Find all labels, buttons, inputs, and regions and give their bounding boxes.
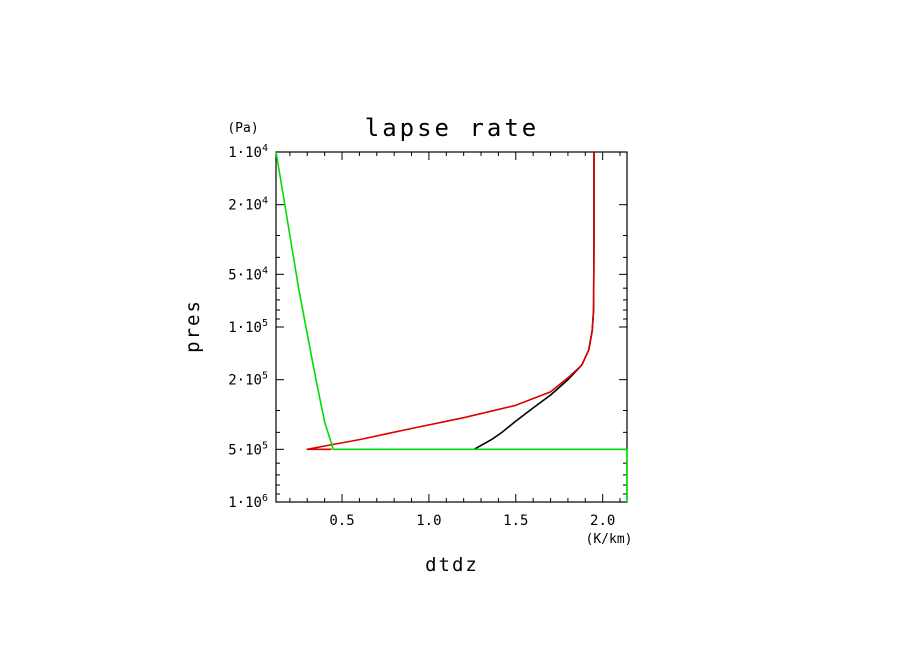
chart-title: lapse rate bbox=[365, 114, 540, 142]
series-line-1 bbox=[473, 152, 595, 450]
x-unit-label: (K/km) bbox=[586, 532, 633, 547]
x-tick-label: 2.0 bbox=[590, 513, 615, 529]
x-tick-label: 1.5 bbox=[503, 513, 528, 529]
y-tick-label: 2·105 bbox=[228, 371, 268, 389]
y-axis-label: pres bbox=[182, 299, 204, 353]
y-tick-label: 1·104 bbox=[228, 143, 268, 161]
series-line-2 bbox=[306, 152, 595, 451]
y-tick-label: 1·106 bbox=[228, 493, 268, 511]
x-tick-label: 0.5 bbox=[329, 513, 354, 529]
y-tick-label: 5·104 bbox=[228, 265, 268, 283]
x-axis-label: dtdz bbox=[425, 554, 479, 576]
plot-area: 0.5 1.0 1.5 2.0 1·104 2·104 5·104 1·105 2·105 5·1… bbox=[228, 143, 628, 529]
y-tick-label: 5·105 bbox=[228, 440, 268, 458]
y-tick-label: 2·104 bbox=[228, 196, 268, 214]
y-unit-label: (Pa) bbox=[227, 121, 258, 136]
series-line-3 bbox=[275, 151, 628, 502]
x-tick-label: 1.0 bbox=[416, 513, 441, 529]
y-tick-label: 1·105 bbox=[228, 318, 268, 336]
